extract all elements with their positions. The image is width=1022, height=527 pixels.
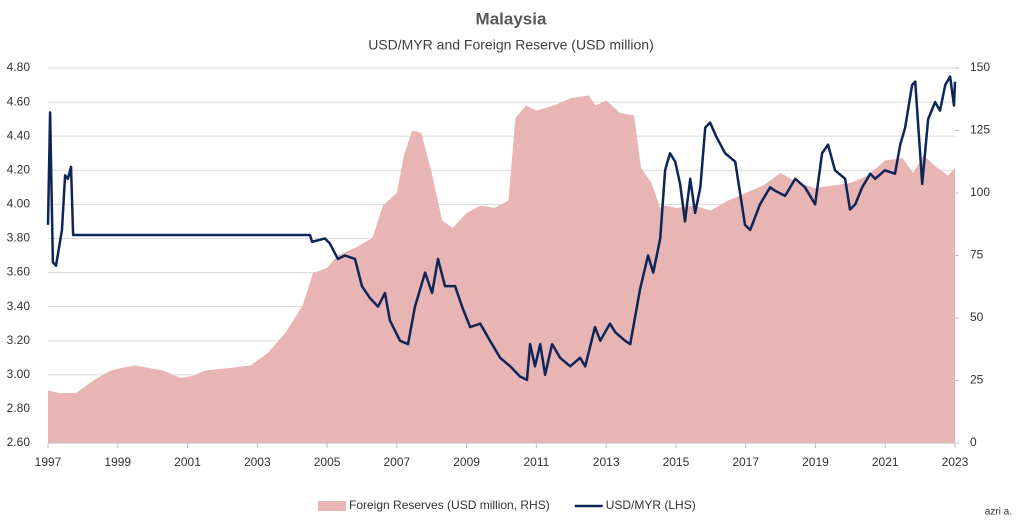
chart-subtitle: USD/MYR and Foreign Reserve (USD million… [368,37,654,53]
y2-tick-label: 125 [970,123,990,137]
y-tick-label: 4.80 [7,60,31,74]
x-tick-label: 2007 [383,455,410,469]
x-tick-label: 2009 [453,455,480,469]
legend-swatch [318,501,346,511]
x-tick-label: 2001 [174,455,201,469]
y2-tick-label: 0 [970,435,977,449]
y2-tick-label: 50 [970,310,984,324]
x-tick-label: 2011 [523,455,549,469]
y-tick-label: 4.00 [7,197,31,211]
y-tick-label: 3.60 [7,265,31,279]
y2-tick-label: 75 [970,248,984,262]
legend-label: Foreign Reserves (USD million, RHS) [349,498,550,512]
x-tick-label: 2003 [244,455,271,469]
plot [46,75,957,443]
y2-tick-label: 150 [970,60,990,74]
credit: azri a. [985,507,1012,518]
usdmyr-line [46,75,957,382]
x-tick-label: 2019 [802,455,829,469]
y-tick-label: 2.80 [7,401,31,415]
y-tick-label: 2.60 [7,435,31,449]
reserves-area [48,95,955,443]
x-tick-label: 2021 [872,455,899,469]
y-tick-label: 4.20 [7,162,31,176]
x-tick-label: 2005 [314,455,341,469]
x-tick-label: 1999 [104,455,131,469]
y-tick-label: 4.60 [7,94,31,108]
chart-title: Malaysia [476,9,547,28]
x-tick-label: 2023 [942,455,969,469]
y-tick-label: 3.00 [7,367,31,381]
y-tick-label: 4.40 [7,128,31,142]
y-tick-label: 3.40 [7,299,31,313]
axes: 2.60 2.80 3.00 3.20 3.40 3.60 3.80 4.00 4.20 4.40… [7,60,991,469]
y-tick-label: 3.20 [7,333,31,347]
x-tick-label: 1997 [35,455,62,469]
x-tick-label: 2017 [732,455,759,469]
y-tick-label: 3.80 [7,231,31,245]
x-tick-label: 2013 [593,455,620,469]
y2-tick-label: 100 [970,185,990,199]
y2-tick-label: 25 [970,373,984,387]
x-tick-label: 2015 [663,455,690,469]
legend-label: USD/MYR (LHS) [606,498,696,512]
